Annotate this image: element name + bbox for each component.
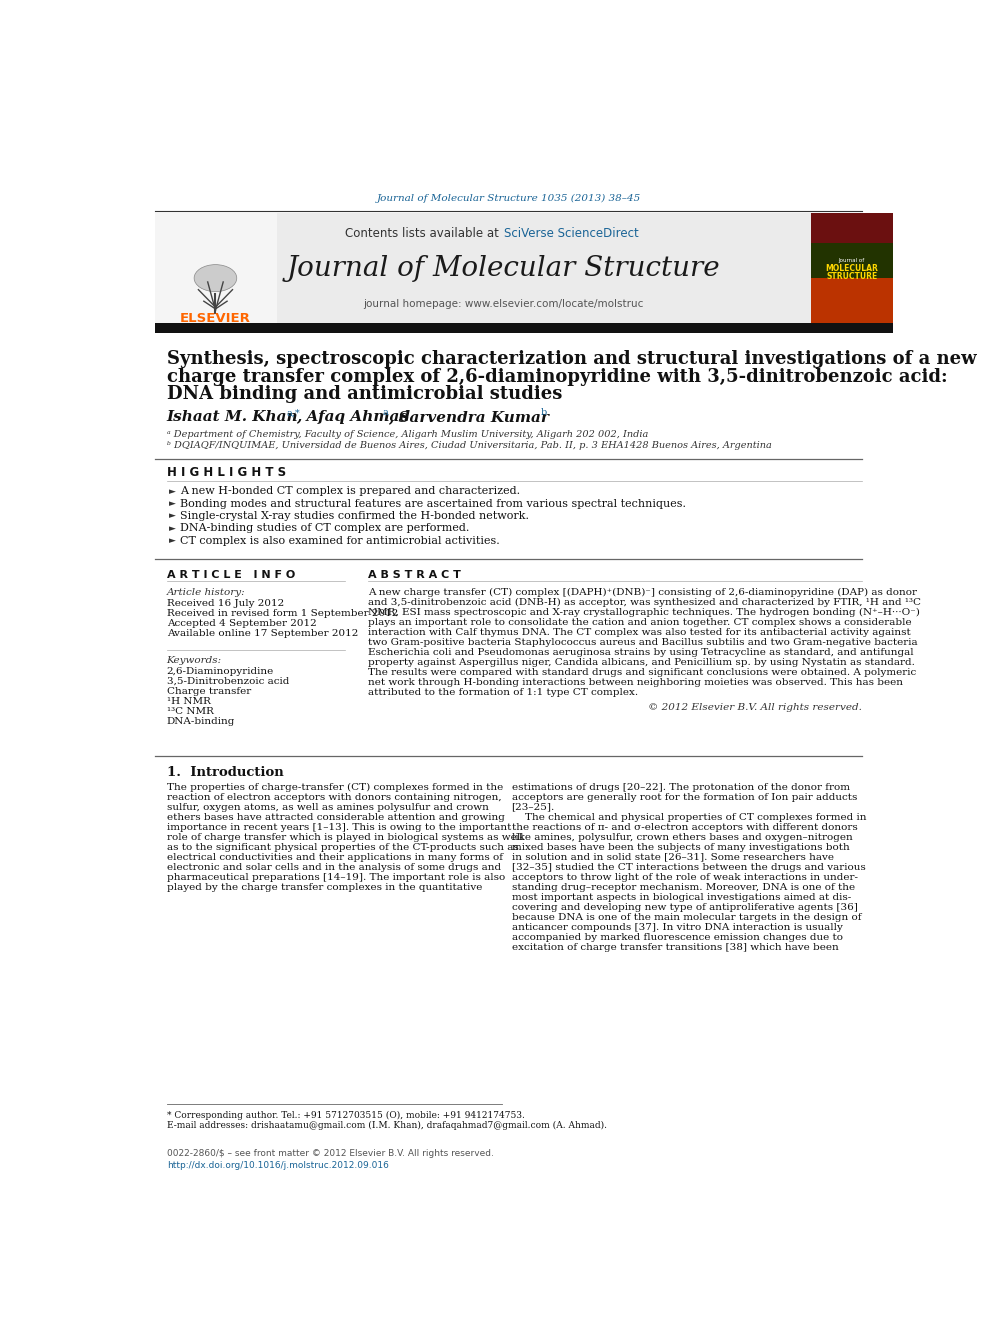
Text: SciVerse ScienceDirect: SciVerse ScienceDirect bbox=[504, 228, 639, 239]
Text: the reactions of π- and σ-electron acceptors with different donors: the reactions of π- and σ-electron accep… bbox=[512, 823, 857, 832]
FancyBboxPatch shape bbox=[155, 213, 278, 324]
Text: A new H-bonded CT complex is prepared and characterized.: A new H-bonded CT complex is prepared an… bbox=[180, 487, 520, 496]
Text: electrical conductivities and their applications in many forms of: electrical conductivities and their appl… bbox=[167, 852, 503, 861]
Text: charge transfer complex of 2,6-diaminopyridine with 3,5-dinitrobenzoic acid:: charge transfer complex of 2,6-diaminopy… bbox=[167, 368, 947, 386]
Text: ►: ► bbox=[169, 512, 176, 520]
Text: plays an important role to consolidate the cation and anion together. CT complex: plays an important role to consolidate t… bbox=[368, 618, 912, 627]
Text: estimations of drugs [20–22]. The protonation of the donor from: estimations of drugs [20–22]. The proton… bbox=[512, 783, 849, 791]
Text: a: a bbox=[383, 409, 389, 417]
Text: electronic and solar cells and in the analysis of some drugs and: electronic and solar cells and in the an… bbox=[167, 863, 501, 872]
Text: Keywords:: Keywords: bbox=[167, 656, 222, 665]
FancyBboxPatch shape bbox=[810, 243, 893, 278]
Text: property against Aspergillus niger, Candida albicans, and Penicillium sp. by usi: property against Aspergillus niger, Cand… bbox=[368, 658, 915, 667]
Text: ►: ► bbox=[169, 499, 176, 508]
Text: played by the charge transfer complexes in the quantitative: played by the charge transfer complexes … bbox=[167, 882, 482, 892]
Text: Escherichia coli and Pseudomonas aeruginosa strains by using Tetracycline as sta: Escherichia coli and Pseudomonas aerugin… bbox=[368, 648, 914, 656]
Text: © 2012 Elsevier B.V. All rights reserved.: © 2012 Elsevier B.V. All rights reserved… bbox=[648, 703, 862, 712]
Text: 2,6-Diaminopyridine: 2,6-Diaminopyridine bbox=[167, 667, 274, 676]
Text: The chemical and physical properties of CT complexes formed in: The chemical and physical properties of … bbox=[512, 812, 866, 822]
Text: [23–25].: [23–25]. bbox=[512, 803, 555, 811]
Text: DNA-binding studies of CT complex are performed.: DNA-binding studies of CT complex are pe… bbox=[180, 524, 469, 533]
Text: interaction with Calf thymus DNA. The CT complex was also tested for its antibac: interaction with Calf thymus DNA. The CT… bbox=[368, 628, 911, 636]
Text: excitation of charge transfer transitions [38] which have been: excitation of charge transfer transition… bbox=[512, 943, 838, 951]
Text: acceptors are generally root for the formation of Ion pair adducts: acceptors are generally root for the for… bbox=[512, 792, 857, 802]
Text: http://dx.doi.org/10.1016/j.molstruc.2012.09.016: http://dx.doi.org/10.1016/j.molstruc.201… bbox=[167, 1160, 389, 1170]
Text: A new charge transfer (CT) complex [(DAPH)⁺(DNB)⁻] consisting of 2,6-diaminopyri: A new charge transfer (CT) complex [(DAP… bbox=[368, 587, 918, 597]
Text: The properties of charge-transfer (CT) complexes formed in the: The properties of charge-transfer (CT) c… bbox=[167, 782, 503, 791]
Text: ᵇ DQIAQF/INQUIMAE, Universidad de Buenos Aires, Ciudad Universitaria, Pab. II, p: ᵇ DQIAQF/INQUIMAE, Universidad de Buenos… bbox=[167, 442, 772, 450]
Text: ᵃ Department of Chemistry, Faculty of Science, Aligarh Muslim University, Aligar: ᵃ Department of Chemistry, Faculty of Sc… bbox=[167, 430, 648, 439]
Text: ►: ► bbox=[169, 487, 176, 496]
Text: because DNA is one of the main molecular targets in the design of: because DNA is one of the main molecular… bbox=[512, 913, 861, 922]
Text: a,*: a,* bbox=[287, 409, 301, 417]
Text: Bonding modes and structural features are ascertained from various spectral tech: Bonding modes and structural features ar… bbox=[180, 499, 685, 509]
Text: ¹H NMR: ¹H NMR bbox=[167, 697, 210, 706]
FancyBboxPatch shape bbox=[155, 323, 893, 333]
Text: DNA binding and antimicrobial studies: DNA binding and antimicrobial studies bbox=[167, 385, 562, 404]
Text: role of charge transfer which is played in biological systems as well: role of charge transfer which is played … bbox=[167, 832, 523, 841]
Text: , Afaq Ahmad: , Afaq Ahmad bbox=[296, 410, 416, 423]
Text: ELSEVIER: ELSEVIER bbox=[180, 312, 251, 324]
Text: STRUCTURE: STRUCTURE bbox=[826, 273, 877, 280]
Text: Single-crystal X-ray studies confirmed the H-bonded network.: Single-crystal X-ray studies confirmed t… bbox=[180, 511, 529, 521]
Text: most important aspects in biological investigations aimed at dis-: most important aspects in biological inv… bbox=[512, 893, 851, 902]
Text: as to the significant physical properties of the CT-products such as: as to the significant physical propertie… bbox=[167, 843, 519, 852]
Text: A R T I C L E   I N F O: A R T I C L E I N F O bbox=[167, 570, 295, 579]
Text: ►: ► bbox=[169, 536, 176, 545]
Text: two Gram-positive bacteria Staphylococcus aureus and Bacillus subtilis and two G: two Gram-positive bacteria Staphylococcu… bbox=[368, 638, 918, 647]
Text: covering and developing new type of antiproliferative agents [36]: covering and developing new type of anti… bbox=[512, 902, 857, 912]
Text: sulfur, oxygen atoms, as well as amines polysulfur and crown: sulfur, oxygen atoms, as well as amines … bbox=[167, 803, 488, 811]
Text: anticancer compounds [37]. In vitro DNA interaction is usually: anticancer compounds [37]. In vitro DNA … bbox=[512, 922, 842, 931]
Text: 3,5-Dinitrobenzoic acid: 3,5-Dinitrobenzoic acid bbox=[167, 677, 289, 687]
Text: acceptors to throw light of the role of weak interactions in under-: acceptors to throw light of the role of … bbox=[512, 873, 857, 881]
Text: NMR, ESI mass spectroscopic and X-ray crystallographic techniques. The hydrogen : NMR, ESI mass spectroscopic and X-ray cr… bbox=[368, 607, 920, 617]
Text: ethers bases have attracted considerable attention and growing: ethers bases have attracted considerable… bbox=[167, 812, 505, 822]
Text: Received 16 July 2012: Received 16 July 2012 bbox=[167, 598, 284, 607]
Text: 1.  Introduction: 1. Introduction bbox=[167, 766, 284, 779]
Text: like amines, polysulfur, crown ethers bases and oxygen–nitrogen: like amines, polysulfur, crown ethers ba… bbox=[512, 832, 852, 841]
Text: ►: ► bbox=[169, 524, 176, 533]
Text: H I G H L I G H T S: H I G H L I G H T S bbox=[167, 467, 286, 479]
Text: , Sarvendra Kumar: , Sarvendra Kumar bbox=[388, 410, 550, 423]
Text: in solution and in solid state [26–31]. Some researchers have: in solution and in solid state [26–31]. … bbox=[512, 852, 833, 861]
Text: Charge transfer: Charge transfer bbox=[167, 687, 251, 696]
Text: Journal of Molecular Structure 1035 (2013) 38–45: Journal of Molecular Structure 1035 (201… bbox=[376, 194, 641, 204]
Text: mixed bases have been the subjects of many investigations both: mixed bases have been the subjects of ma… bbox=[512, 843, 849, 852]
Text: MOLECULAR: MOLECULAR bbox=[825, 263, 878, 273]
Text: Contents lists available at: Contents lists available at bbox=[344, 228, 502, 239]
Text: Journal of Molecular Structure: Journal of Molecular Structure bbox=[287, 254, 720, 282]
Text: journal homepage: www.elsevier.com/locate/molstruc: journal homepage: www.elsevier.com/locat… bbox=[363, 299, 644, 308]
Text: Accepted 4 September 2012: Accepted 4 September 2012 bbox=[167, 619, 316, 627]
Text: Journal of: Journal of bbox=[838, 258, 865, 263]
Text: attributed to the formation of 1:1 type CT complex.: attributed to the formation of 1:1 type … bbox=[368, 688, 638, 697]
FancyBboxPatch shape bbox=[810, 213, 893, 324]
Text: reaction of electron acceptors with donors containing nitrogen,: reaction of electron acceptors with dono… bbox=[167, 792, 501, 802]
Text: net work through H-bonding interactions between neighboring moieties was observe: net work through H-bonding interactions … bbox=[368, 677, 903, 687]
Text: The results were compared with standard drugs and significant conclusions were o: The results were compared with standard … bbox=[368, 668, 917, 677]
Text: and 3,5-dinitrobenzoic acid (DNB-H) as acceptor, was synthesized and characteriz: and 3,5-dinitrobenzoic acid (DNB-H) as a… bbox=[368, 598, 922, 607]
Text: importance in recent years [1–13]. This is owing to the important: importance in recent years [1–13]. This … bbox=[167, 823, 511, 832]
Text: Ishaat M. Khan: Ishaat M. Khan bbox=[167, 410, 304, 423]
Text: E-mail addresses: drishaatamu@gmail.com (I.M. Khan), drafaqahmad7@gmail.com (A. : E-mail addresses: drishaatamu@gmail.com … bbox=[167, 1122, 607, 1130]
Text: accompanied by marked fluorescence emission changes due to: accompanied by marked fluorescence emiss… bbox=[512, 933, 842, 942]
Text: b: b bbox=[541, 409, 548, 417]
Text: 0022-2860/$ – see front matter © 2012 Elsevier B.V. All rights reserved.: 0022-2860/$ – see front matter © 2012 El… bbox=[167, 1150, 493, 1158]
Text: DNA-binding: DNA-binding bbox=[167, 717, 235, 726]
Text: Synthesis, spectroscopic characterization and structural investigations of a new: Synthesis, spectroscopic characterizatio… bbox=[167, 351, 976, 368]
Text: ¹³C NMR: ¹³C NMR bbox=[167, 706, 213, 716]
Ellipse shape bbox=[194, 265, 237, 291]
Text: standing drug–receptor mechanism. Moreover, DNA is one of the: standing drug–receptor mechanism. Moreov… bbox=[512, 882, 855, 892]
Text: A B S T R A C T: A B S T R A C T bbox=[368, 570, 461, 579]
FancyBboxPatch shape bbox=[810, 263, 893, 324]
Text: Article history:: Article history: bbox=[167, 587, 245, 597]
Text: CT complex is also examined for antimicrobial activities.: CT complex is also examined for antimicr… bbox=[180, 536, 500, 545]
Text: pharmaceutical preparations [14–19]. The important role is also: pharmaceutical preparations [14–19]. The… bbox=[167, 873, 505, 881]
Text: * Corresponding author. Tel.: +91 5712703515 (O), mobile: +91 9412174753.: * Corresponding author. Tel.: +91 571270… bbox=[167, 1110, 525, 1119]
Text: Received in revised form 1 September 2012: Received in revised form 1 September 201… bbox=[167, 609, 398, 618]
Text: Available online 17 September 2012: Available online 17 September 2012 bbox=[167, 628, 358, 638]
FancyBboxPatch shape bbox=[155, 213, 862, 324]
Text: [32–35] studied the CT interactions between the drugs and various: [32–35] studied the CT interactions betw… bbox=[512, 863, 865, 872]
